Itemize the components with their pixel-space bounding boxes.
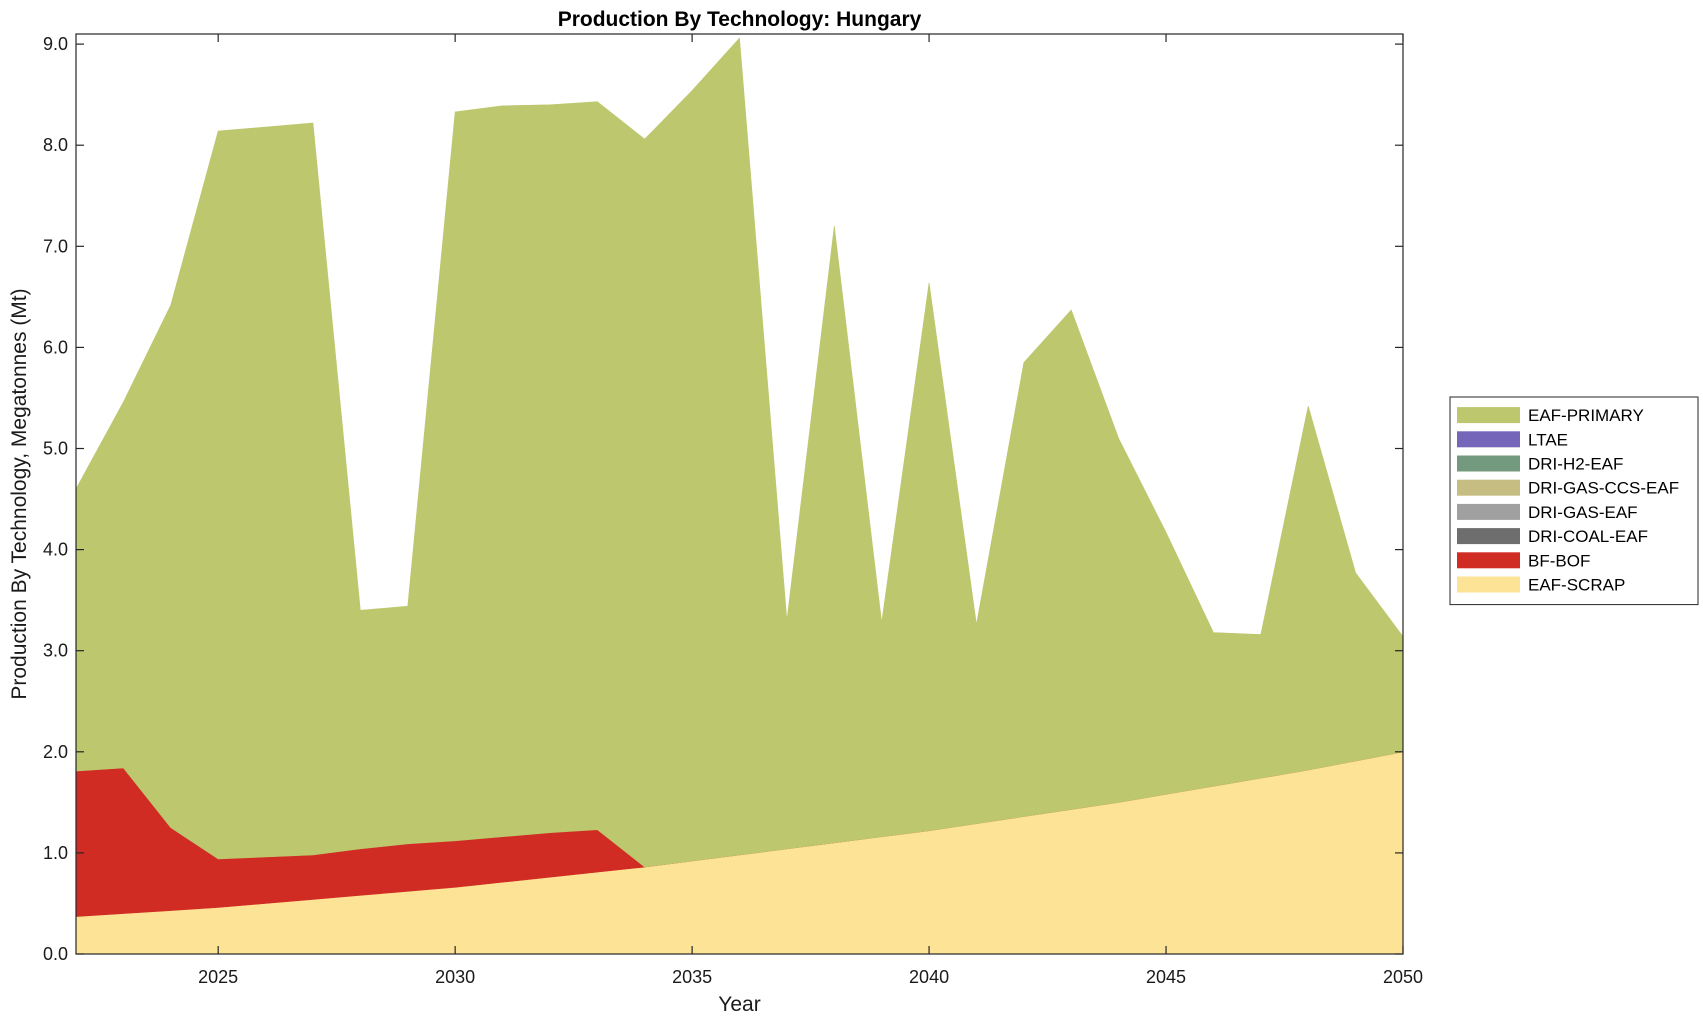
x-tick-label: 2030	[435, 967, 475, 987]
legend-box	[1449, 396, 1699, 606]
legend-label-eaf-scrap: EAF-SCRAP	[1528, 576, 1625, 595]
y-tick-label: 0.0	[43, 944, 68, 964]
x-axis-label: Year	[718, 993, 760, 1016]
legend-swatch-eaf-primary	[1457, 407, 1520, 424]
x-tick-label: 2025	[198, 967, 238, 987]
legend-label-dri-h2-eaf: DRI-H2-EAF	[1528, 455, 1623, 474]
y-tick-label: 6.0	[43, 337, 68, 357]
legend: EAF-PRIMARY LTAE DRI-H2-EAF DRI-GAS-CCS-EAF…	[1449, 396, 1699, 606]
y-tick-label: 2.0	[43, 742, 68, 762]
legend-swatch-dri-gas-ccs-eaf	[1457, 479, 1520, 496]
legend-swatch-dri-coal-eaf	[1457, 528, 1520, 545]
legend-label-dri-gas-ccs-eaf: DRI-GAS-CCS-EAF	[1528, 479, 1679, 498]
y-tick-label: 3.0	[43, 641, 68, 661]
legend-swatch-dri-h2-eaf	[1457, 455, 1520, 472]
legend-swatch-ltae	[1457, 431, 1520, 448]
legend-label-bf-bof: BF-BOF	[1528, 551, 1590, 570]
chart-title: Production By Technology: Hungary	[558, 8, 922, 31]
legend-swatch-dri-gas-eaf	[1457, 503, 1520, 520]
y-tick-label: 1.0	[43, 843, 68, 863]
legend-swatch-bf-bof	[1457, 552, 1520, 569]
legend-label-dri-gas-eaf: DRI-GAS-EAF	[1528, 503, 1638, 522]
x-tick-label: 2050	[1383, 967, 1423, 987]
y-tick-label: 7.0	[43, 236, 68, 256]
y-tick-label: 5.0	[43, 439, 68, 459]
y-tick-label: 4.0	[43, 540, 68, 560]
x-tick-label: 2045	[1146, 967, 1186, 987]
x-tick-label: 2040	[909, 967, 949, 987]
y-tick-label: 8.0	[43, 135, 68, 155]
plot-frame	[75, 33, 1404, 955]
ticks-layer: 2025 2030 2035 2040 2045 2050 0.0 1.0 2.0 3.0 4.0 5…	[43, 34, 1423, 987]
legend-label-dri-coal-eaf: DRI-COAL-EAF	[1528, 527, 1648, 546]
x-tick-label: 2035	[672, 967, 712, 987]
legend-label-ltae: LTAE	[1528, 430, 1568, 449]
legend-label-eaf-primary: EAF-PRIMARY	[1528, 406, 1644, 425]
y-tick-label: 9.0	[43, 34, 68, 54]
legend-swatch-eaf-scrap	[1457, 576, 1520, 593]
y-axis-label: Production By Technology, Megatonnes (Mt…	[8, 288, 31, 699]
